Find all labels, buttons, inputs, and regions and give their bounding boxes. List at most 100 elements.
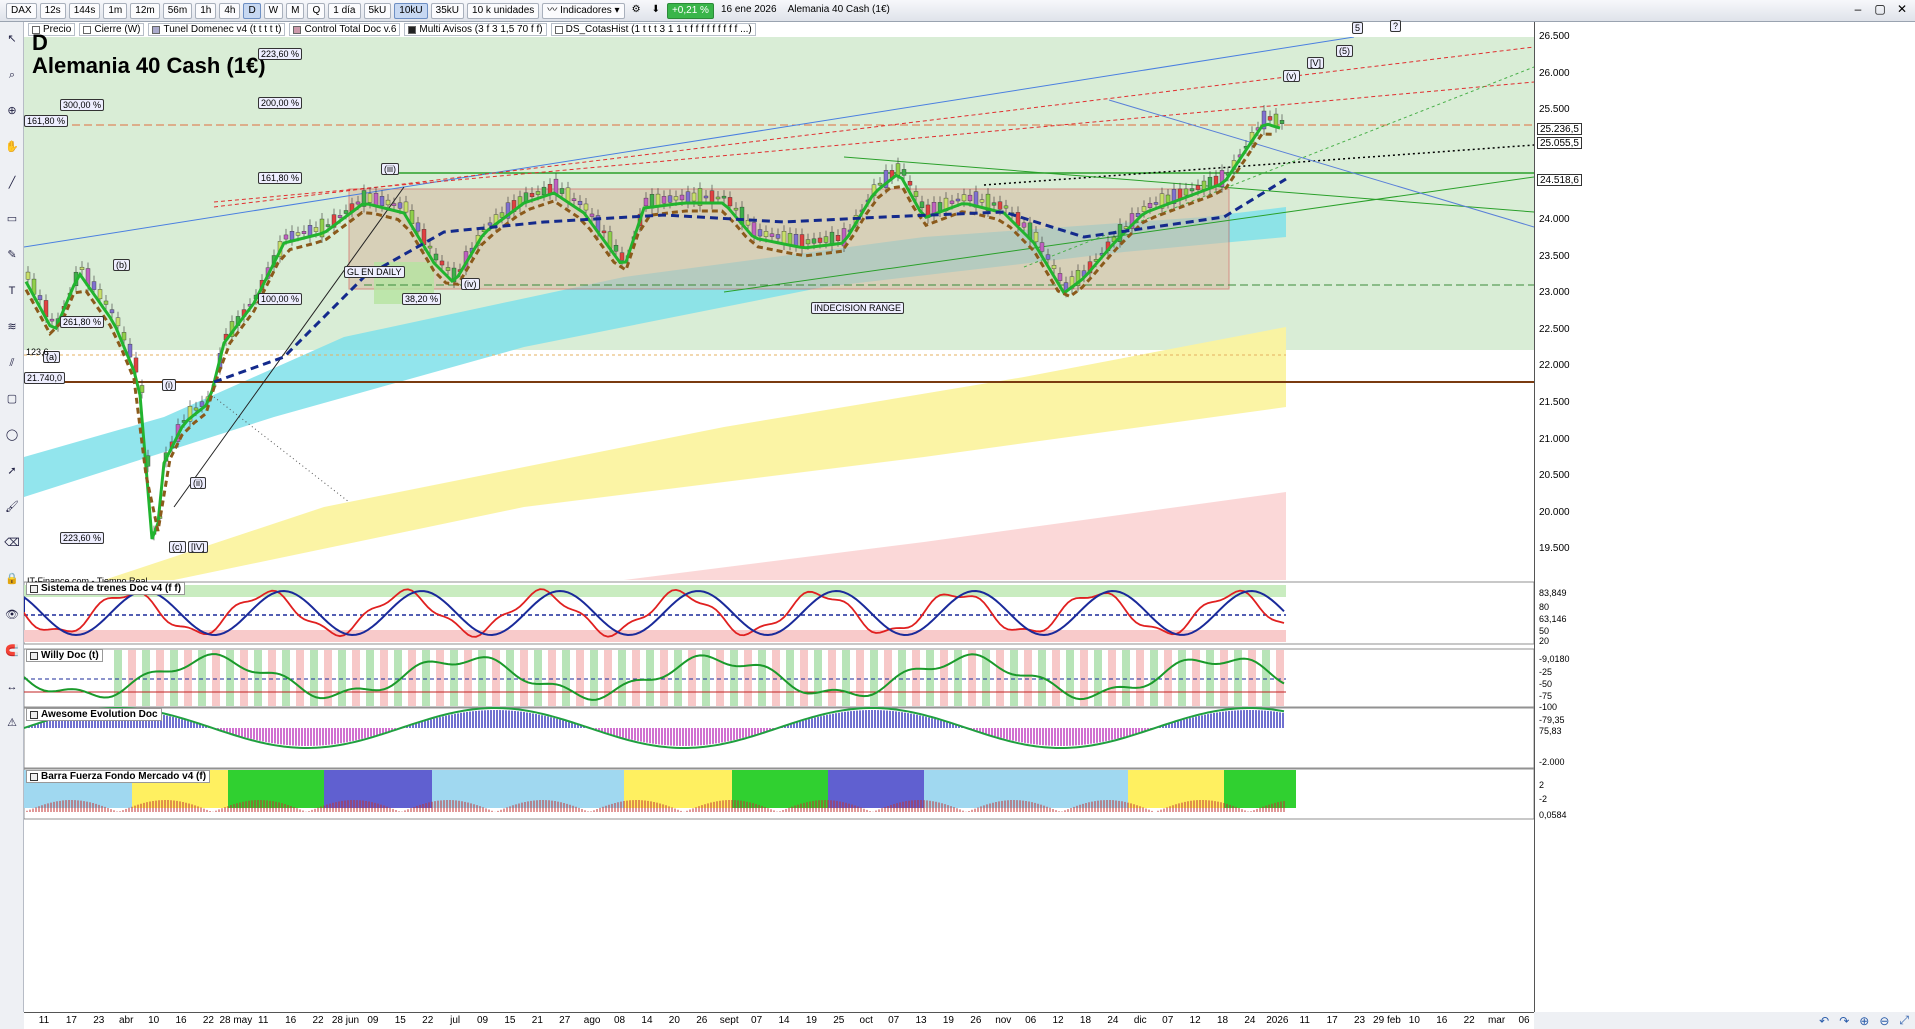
lock-icon[interactable]: 🔒: [5, 573, 19, 585]
eraser-icon[interactable]: ⌫: [4, 537, 20, 549]
top-toolbar: DAX 12s 144s 1m 12m 56m 1h 4h D W M Q 1 …: [0, 0, 1915, 22]
eye-icon[interactable]: 👁: [5, 609, 19, 621]
willy-bar: [702, 650, 710, 706]
rectangle-icon[interactable]: ▢: [6, 393, 18, 405]
candle: [133, 357, 139, 373]
trendline-icon[interactable]: ╱: [8, 177, 16, 189]
candle: [583, 203, 589, 211]
interval-12m[interactable]: 12m: [130, 2, 160, 19]
panel-toggle-icon[interactable]: [30, 772, 38, 781]
chart-area[interactable]: [24, 37, 1534, 1002]
barra-segment: [984, 770, 996, 808]
interval-1h[interactable]: 1h: [195, 2, 217, 19]
willy-line: [24, 653, 1285, 701]
interval-4h[interactable]: 4h: [219, 2, 241, 19]
barra-segment: [336, 770, 348, 808]
legend-item-tunel[interactable]: Tunel Domenec v4 (t t t t t): [148, 23, 286, 36]
unit-10ku[interactable]: 10kU: [394, 2, 428, 19]
price-axis[interactable]: 26.50026.00025.50025.00024.50024.00023.5…: [1534, 22, 1915, 1012]
hand-icon[interactable]: ✋: [5, 141, 19, 153]
search-icon[interactable]: ⌕: [8, 69, 16, 81]
candle: [979, 199, 985, 203]
candle: [193, 407, 199, 411]
unit-5ku[interactable]: 5kU: [363, 2, 392, 19]
arrow-down-icon[interactable]: ⬇: [651, 3, 660, 15]
willy-bar: [268, 650, 276, 706]
undo-icon[interactable]: ↶: [1819, 1013, 1830, 1028]
interval-144s[interactable]: 144s: [68, 2, 101, 19]
candle: [1147, 203, 1153, 208]
alert-icon[interactable]: ⚠: [7, 717, 17, 729]
legend-item-control[interactable]: Control Total Doc v.6: [289, 23, 401, 36]
text-icon[interactable]: T: [8, 285, 16, 297]
legend-item-multiavisos[interactable]: Multi Avisos (3 f 3 1,5 70 f f): [404, 23, 547, 36]
zoom-icon[interactable]: ⊕: [7, 105, 17, 117]
symbol-selector[interactable]: DAX: [6, 2, 37, 19]
willy-bar: [982, 650, 990, 706]
ellipse-icon[interactable]: ◯: [5, 429, 19, 441]
panel-toggle-icon[interactable]: [30, 710, 38, 719]
time-tick: 28 may: [219, 1015, 253, 1026]
panel-toggle-icon[interactable]: [30, 651, 38, 660]
ruler-icon[interactable]: ▭: [6, 213, 18, 225]
fibonacci-icon[interactable]: ≋: [7, 321, 17, 333]
time-tick: 20: [668, 1015, 680, 1026]
candle: [937, 202, 943, 212]
candle: [1273, 113, 1279, 127]
price-tick: 23.500: [1539, 250, 1570, 262]
quantity-selector[interactable]: 10 k unidades: [467, 2, 540, 19]
interval-m[interactable]: M: [286, 2, 305, 19]
candle: [991, 202, 997, 206]
panel-title-awesome[interactable]: Awesome Evolution Doc: [26, 708, 162, 721]
trendline-red-dash-2: [213, 81, 1534, 203]
legend-item-close[interactable]: Cierre (W): [79, 23, 145, 36]
fib-label: 223,60 %: [60, 532, 105, 544]
interval-d[interactable]: D: [243, 2, 261, 19]
channel-icon[interactable]: ⫽: [9, 357, 15, 369]
cursor-icon[interactable]: ↖: [7, 33, 17, 45]
chart-canvas[interactable]: [24, 37, 1534, 1002]
arrow-icon[interactable]: ➚: [7, 465, 17, 477]
interval-w[interactable]: W: [263, 2, 284, 19]
panel-title-barra[interactable]: Barra Fuerza Fondo Mercado v4 (f): [26, 770, 211, 783]
zoom-out-icon[interactable]: ⊖: [1879, 1013, 1890, 1028]
candle: [1171, 189, 1177, 204]
barra-segment: [1248, 770, 1260, 808]
willy-bar: [1108, 650, 1116, 706]
measure-icon[interactable]: ↔: [6, 681, 18, 693]
indicators-button[interactable]: 〰 Indicadores ▾: [542, 2, 625, 19]
minimize-icon[interactable]: –: [1854, 2, 1862, 16]
interval-56m[interactable]: 56m: [162, 2, 193, 19]
panel-toggle-icon[interactable]: [30, 584, 38, 593]
pencil-icon[interactable]: ✎: [7, 249, 17, 261]
interval-q[interactable]: Q: [307, 2, 326, 19]
panel-title-trenes[interactable]: Sistema de trenes Doc v4 (f f): [26, 582, 186, 595]
legend-item-price[interactable]: Precio: [28, 23, 76, 36]
restore-icon[interactable]: ▢: [1874, 2, 1886, 16]
redo-icon[interactable]: ↷: [1839, 1013, 1850, 1028]
chart-settings-icon[interactable]: ⚙: [631, 3, 641, 15]
interval-1m[interactable]: 1m: [103, 2, 128, 19]
close-icon[interactable]: ✕: [1896, 2, 1908, 16]
willy-bar: [156, 650, 164, 706]
interval-12s[interactable]: 12s: [39, 2, 66, 19]
panel-title-willy[interactable]: Willy Doc (t): [26, 649, 103, 662]
candle: [397, 202, 403, 209]
bottom-left-strip: [0, 1012, 24, 1029]
time-axis[interactable]: 11 17 23 abr 10 16 22 28 may 11 16 22 28 jun 09 15 22 j…: [24, 1012, 1534, 1029]
zoom-in-icon[interactable]: ⊕: [1859, 1013, 1870, 1028]
brush-icon[interactable]: 🖌: [5, 501, 19, 513]
magnet-icon[interactable]: 🧲: [5, 645, 19, 657]
unit-35ku[interactable]: 35kU: [430, 2, 465, 19]
fit-icon[interactable]: ⤢: [1899, 1013, 1909, 1027]
willy-bar: [534, 650, 542, 706]
panel-axis-tick: -100: [1539, 702, 1558, 712]
period-selector[interactable]: 1 día: [328, 2, 361, 19]
time-tick: 18: [1079, 1015, 1092, 1026]
price-tick: 25.500: [1539, 104, 1570, 116]
time-tick: 14: [778, 1015, 790, 1026]
wave-label: (iv): [461, 278, 480, 290]
legend-item-cotashist[interactable]: DS_CotasHist (1 t t t 3 1 1 t f f f f f …: [550, 23, 756, 36]
panel-axis-tick: 75,83: [1539, 726, 1562, 736]
